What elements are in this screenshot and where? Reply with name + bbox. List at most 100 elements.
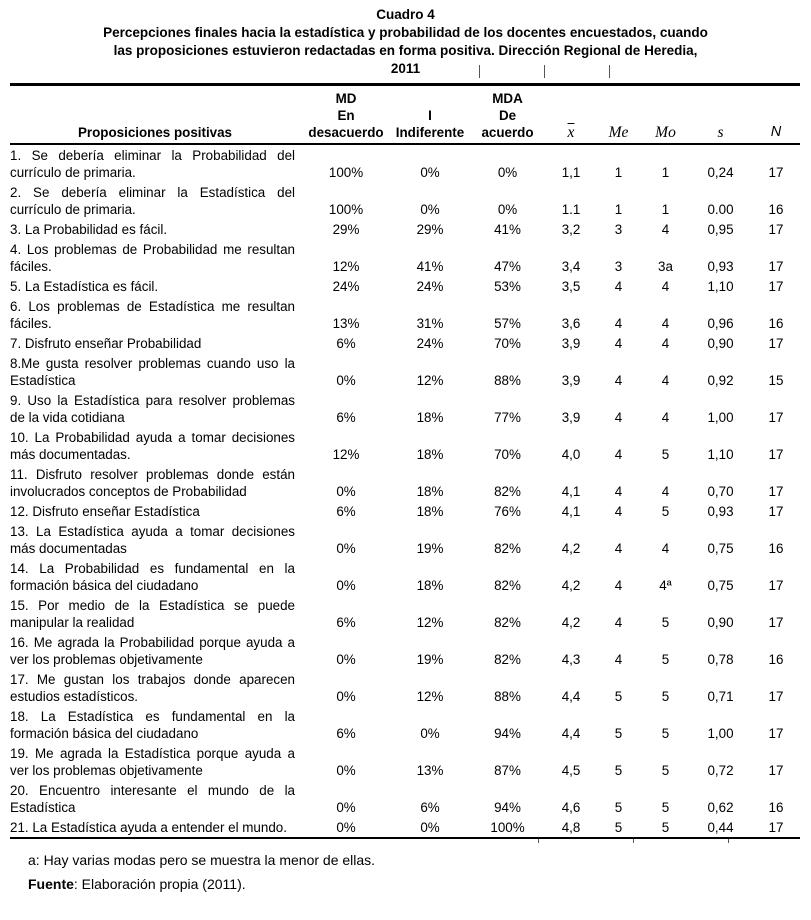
mo-cell: 4 [661, 541, 670, 556]
column-header-mda: MDA De acuerdo [468, 84, 547, 145]
me-cell: 1 [614, 202, 623, 217]
column-divider-tick [633, 839, 634, 843]
mda-cell: 57% [494, 316, 521, 331]
md-cell: 0% [336, 373, 356, 388]
i-cell: 12% [416, 615, 444, 630]
table-row: 15. Por medio de la Estadística se puede… [10, 595, 800, 632]
md-cell: 6% [336, 726, 356, 741]
mda-cell: 82% [494, 578, 521, 593]
s-cell: 0.00 [707, 202, 734, 217]
n-cell: 15 [768, 373, 784, 388]
s-cell: 0,70 [707, 484, 734, 499]
column-header-n: N [752, 84, 800, 145]
mean-cell: 4,6 [561, 800, 581, 815]
me-cell: 4 [614, 484, 623, 499]
table-row: 17. Me gustan los trabajos donde aparece… [10, 669, 800, 706]
mda-cell: 76% [494, 504, 521, 519]
mda-cell: 88% [494, 373, 521, 388]
me-cell: 3 [614, 259, 623, 274]
table-caption: Cuadro 4 Percepciones finales hacia la e… [0, 6, 811, 78]
mean-cell: 4,3 [561, 652, 581, 667]
i-cell: 0% [420, 202, 440, 217]
proposition-cell: 7. Disfruto enseñar Probabilidad [10, 336, 202, 351]
n-cell: 17 [768, 279, 784, 294]
proposition-cell: 6. Los problemas de Estadística me resul… [10, 299, 295, 331]
md-cell: 29% [332, 222, 360, 237]
mean-cell: 3,9 [561, 410, 581, 425]
table-row: 19. Me agrada la Estadística porque ayud… [10, 743, 800, 780]
mda-cell: 82% [494, 484, 521, 499]
proposition-cell: 15. Por medio de la Estadística se puede… [10, 598, 295, 630]
column-header-mo: Mo [642, 84, 689, 145]
md-cell: 6% [336, 615, 356, 630]
n-cell: 16 [768, 652, 784, 667]
me-cell: 4 [614, 615, 623, 630]
mo-cell: 4 [661, 279, 670, 294]
n-cell: 17 [768, 615, 784, 630]
md-cell: 0% [336, 763, 356, 778]
proposition-cell: 14. La Probabilidad es fundamental en la… [10, 561, 295, 593]
s-cell: 0,75 [707, 578, 734, 593]
n-cell: 16 [768, 541, 784, 556]
table-row: 14. La Probabilidad es fundamental en la… [10, 558, 800, 595]
table-row: 16. Me agrada la Probabilidad porque ayu… [10, 632, 800, 669]
me-cell: 4 [614, 410, 623, 425]
column-header-prop: Proposiciones positivas [10, 84, 300, 145]
s-cell: 0,24 [707, 165, 734, 180]
i-cell: 18% [416, 484, 444, 499]
column-divider-tick [538, 839, 539, 843]
table-row: 11. Disfruto resolver problemas donde es… [10, 464, 800, 501]
mo-cell: 1 [661, 202, 670, 217]
i-cell: 19% [416, 541, 444, 556]
mean-cell: 4,2 [561, 541, 581, 556]
i-cell: 0% [420, 820, 440, 835]
table-row: 8.Me gusta resolver problemas cuando uso… [10, 353, 800, 390]
mda-cell: 100% [490, 820, 525, 835]
s-cell: 0,62 [707, 800, 734, 815]
mda-cell: 47% [494, 259, 521, 274]
n-cell: 17 [768, 820, 784, 835]
i-cell: 41% [416, 259, 444, 274]
i-cell: 31% [416, 316, 444, 331]
mo-cell: 4 [661, 222, 670, 237]
mda-cell: 53% [494, 279, 521, 294]
md-cell: 0% [336, 578, 356, 593]
proposition-cell: 11. Disfruto resolver problemas donde es… [10, 467, 295, 499]
i-cell: 18% [416, 578, 444, 593]
proposition-cell: 17. Me gustan los trabajos donde aparece… [10, 672, 295, 704]
mo-cell: 5 [661, 504, 670, 519]
mda-cell: 0% [497, 165, 518, 180]
column-divider-tick [479, 65, 480, 78]
perceptions-table: Proposiciones positivas MD En desacuerdo I… [10, 83, 800, 839]
source-note: Fuente: Elaboración propia (2011). [28, 875, 811, 893]
table-row: 9. Uso la Estadística para resolver prob… [10, 390, 800, 427]
n-cell: 17 [768, 447, 784, 462]
md-cell: 0% [336, 541, 356, 556]
md-cell: 6% [336, 410, 356, 425]
n-cell: 17 [768, 484, 784, 499]
mo-cell: 4 [661, 410, 670, 425]
table-row: 6. Los problemas de Estadística me resul… [10, 296, 800, 333]
column-header-i: I Indiferente [392, 84, 468, 145]
mean-cell: 3,2 [561, 222, 581, 237]
me-cell: 4 [614, 279, 623, 294]
table-number: Cuadro 4 [376, 7, 435, 22]
mean-cell: 1.1 [561, 202, 581, 217]
s-cell: 1,10 [707, 447, 734, 462]
column-header-s: s [689, 84, 752, 145]
me-cell: 5 [614, 726, 623, 741]
mo-cell: 5 [661, 726, 670, 741]
table-row: 13. La Estadística ayuda a tomar decisio… [10, 521, 800, 558]
md-cell: 0% [336, 652, 356, 667]
i-cell: 18% [416, 504, 444, 519]
mda-cell: 82% [494, 652, 521, 667]
i-cell: 6% [420, 800, 440, 815]
mo-cell: 5 [661, 800, 670, 815]
source-text: : Elaboración propia (2011). [73, 876, 246, 892]
n-cell: 16 [768, 800, 784, 815]
proposition-cell: 12. Disfruto enseñar Estadística [10, 504, 200, 519]
s-cell: 0,92 [707, 373, 734, 388]
proposition-cell: 21. La Estadística ayuda a entender el m… [10, 820, 287, 835]
proposition-cell: 18. La Estadística es fundamental en la … [10, 709, 295, 741]
me-cell: 1 [614, 165, 623, 180]
